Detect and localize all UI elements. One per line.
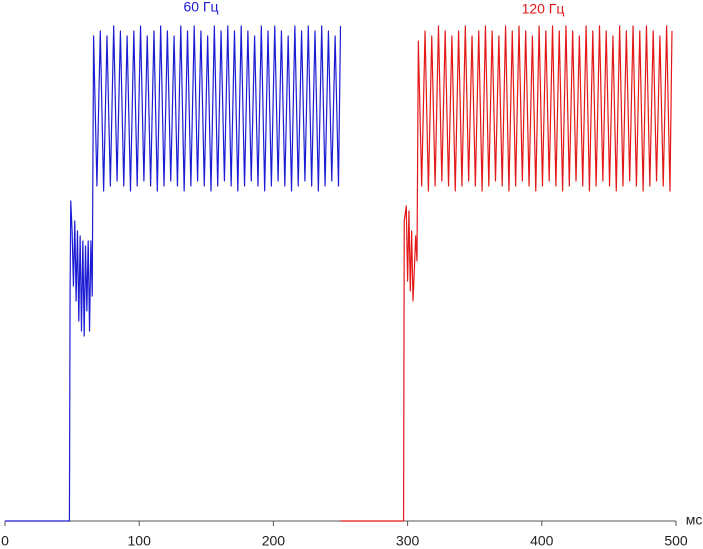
- x-tick-label: 200: [262, 533, 286, 549]
- x-tick-label: 400: [530, 533, 554, 549]
- x-tick-label: 0: [1, 533, 9, 549]
- x-tick-label: 300: [396, 533, 420, 549]
- x-tick-label: 500: [664, 533, 688, 549]
- series-line: [5, 25, 342, 522]
- series-line: [340, 25, 673, 522]
- x-tick-label: 100: [128, 533, 152, 549]
- series-label: 120 Гц: [522, 1, 565, 17]
- x-axis-label: мс: [686, 512, 703, 528]
- series-label: 60 Гц: [183, 0, 218, 15]
